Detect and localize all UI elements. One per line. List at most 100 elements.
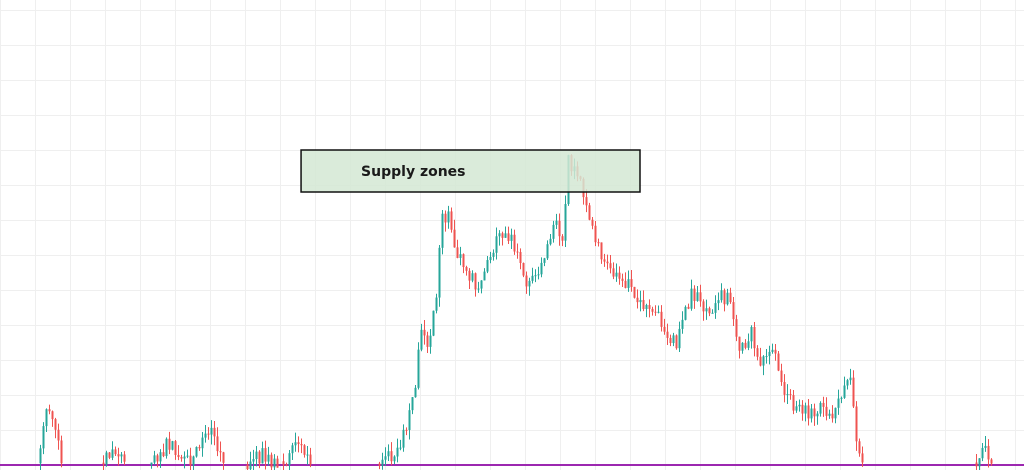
candle-body — [435, 297, 438, 311]
candle — [708, 306, 711, 317]
candle — [690, 279, 693, 311]
candle — [396, 438, 399, 463]
candle-body — [177, 454, 180, 458]
candle — [462, 253, 465, 274]
candle — [57, 423, 60, 450]
candle-body — [162, 452, 165, 457]
candle — [819, 401, 822, 417]
candle — [384, 447, 387, 466]
candle-body — [639, 299, 642, 303]
candle-body — [840, 397, 843, 399]
candle — [258, 450, 261, 469]
candle — [102, 455, 105, 470]
candle — [711, 309, 714, 314]
candle-body — [627, 279, 630, 288]
candle — [213, 420, 216, 446]
candle — [666, 323, 669, 345]
candle — [174, 439, 177, 460]
candle-body — [378, 463, 381, 466]
candle — [687, 303, 690, 310]
candle — [282, 453, 285, 470]
candle-body — [534, 275, 537, 277]
candle — [609, 255, 612, 274]
candle-body — [474, 273, 477, 290]
candle — [543, 257, 546, 267]
candle — [717, 292, 720, 311]
candle-body — [648, 305, 651, 309]
candle-body — [621, 278, 624, 281]
candle — [837, 389, 840, 415]
candle — [558, 213, 561, 246]
candle-body — [471, 273, 474, 281]
candle-body — [501, 233, 504, 238]
candle — [51, 410, 54, 427]
candle — [153, 450, 156, 465]
candle-body — [450, 211, 453, 230]
candle — [294, 432, 297, 452]
candle-body — [531, 275, 534, 281]
candle-body — [438, 247, 441, 298]
candle-body — [690, 288, 693, 309]
candle — [48, 404, 51, 415]
candle — [411, 396, 414, 415]
candle-body — [696, 292, 699, 301]
candle — [729, 287, 732, 304]
candle-body — [51, 411, 54, 420]
candle-body — [273, 458, 276, 468]
candle — [588, 202, 591, 221]
candle-body — [195, 447, 198, 457]
candle — [450, 207, 453, 233]
candle-body — [387, 451, 390, 457]
candle-body — [747, 341, 750, 348]
candle — [720, 283, 723, 303]
candle — [804, 402, 807, 422]
candle-body — [444, 213, 447, 223]
candle-body — [303, 445, 306, 455]
candle-body — [264, 448, 267, 462]
candle-body — [276, 458, 279, 468]
candle — [399, 439, 402, 451]
candle-body — [261, 448, 264, 464]
candle-body — [456, 247, 459, 258]
candle-body — [984, 445, 987, 448]
candle-body — [156, 455, 159, 462]
candle-body — [666, 331, 669, 338]
candle — [468, 268, 471, 289]
candle — [516, 243, 519, 259]
candle — [606, 254, 609, 270]
candle — [150, 462, 153, 469]
candle — [681, 311, 684, 334]
candle — [978, 458, 981, 470]
candle-body — [183, 456, 186, 459]
candle — [474, 272, 477, 297]
candle — [618, 266, 621, 285]
candle — [210, 420, 213, 445]
candle-body — [705, 308, 708, 312]
candle — [555, 213, 558, 229]
candle — [456, 239, 459, 259]
candle — [477, 281, 480, 293]
candle-body — [762, 356, 765, 366]
candle-body — [492, 252, 495, 257]
candle — [807, 399, 810, 426]
candle — [381, 452, 384, 470]
candle-body — [675, 335, 678, 349]
candle — [447, 205, 450, 229]
candle-body — [105, 452, 108, 465]
candle — [795, 400, 798, 413]
candle-body — [57, 429, 60, 441]
candle-body — [990, 459, 993, 464]
candle — [480, 280, 483, 294]
candle — [165, 437, 168, 459]
candle-body — [213, 427, 216, 437]
candle — [714, 295, 717, 319]
candle — [420, 323, 423, 352]
candle — [252, 449, 255, 470]
candle-body — [222, 452, 225, 463]
candle — [843, 376, 846, 399]
candle — [288, 450, 291, 470]
candle — [201, 432, 204, 457]
candle-body — [441, 213, 444, 248]
candle-body — [204, 433, 207, 438]
candle — [828, 409, 831, 419]
